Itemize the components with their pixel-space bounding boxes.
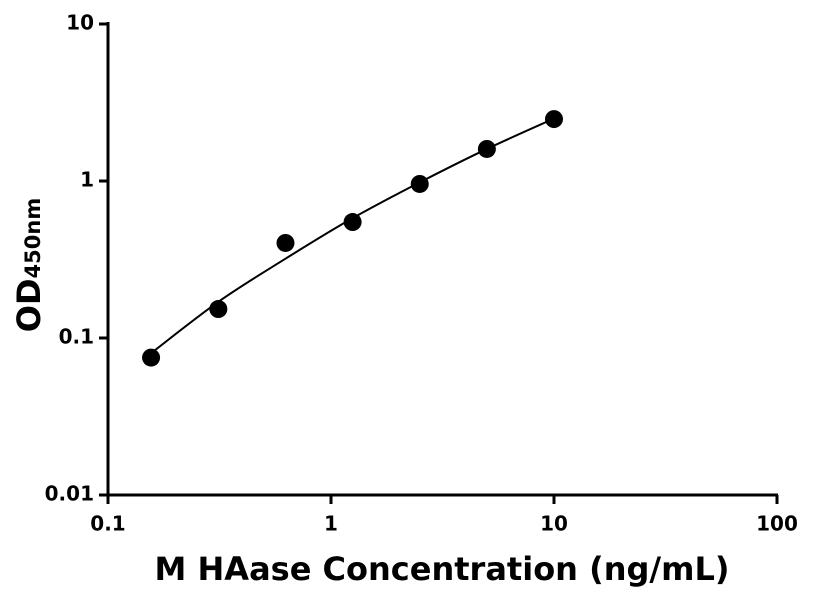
x-tick-label: 1 <box>324 512 338 536</box>
y-axis-label-main: OD <box>10 278 48 332</box>
data-point <box>343 213 362 232</box>
x-axis-label: M HAase Concentration (ng/mL) <box>155 550 730 588</box>
data-point <box>545 110 563 129</box>
data-point <box>477 139 496 158</box>
x-tick-label: 100 <box>756 512 798 536</box>
y-tick-label: 10 <box>66 11 94 35</box>
data-point <box>142 348 161 367</box>
y-axis-label-subscript: 450nm <box>21 198 45 279</box>
data-point <box>276 233 295 252</box>
data-point <box>209 300 228 319</box>
y-tick-label: 0.1 <box>59 325 94 349</box>
x-tick-label: 10 <box>540 512 568 536</box>
y-tick-label: 1 <box>80 168 94 192</box>
x-tick-label: 0.1 <box>90 512 125 536</box>
y-tick-label: 0.01 <box>45 482 94 506</box>
data-point <box>410 174 429 193</box>
y-axis-label: OD450nm <box>10 198 48 332</box>
